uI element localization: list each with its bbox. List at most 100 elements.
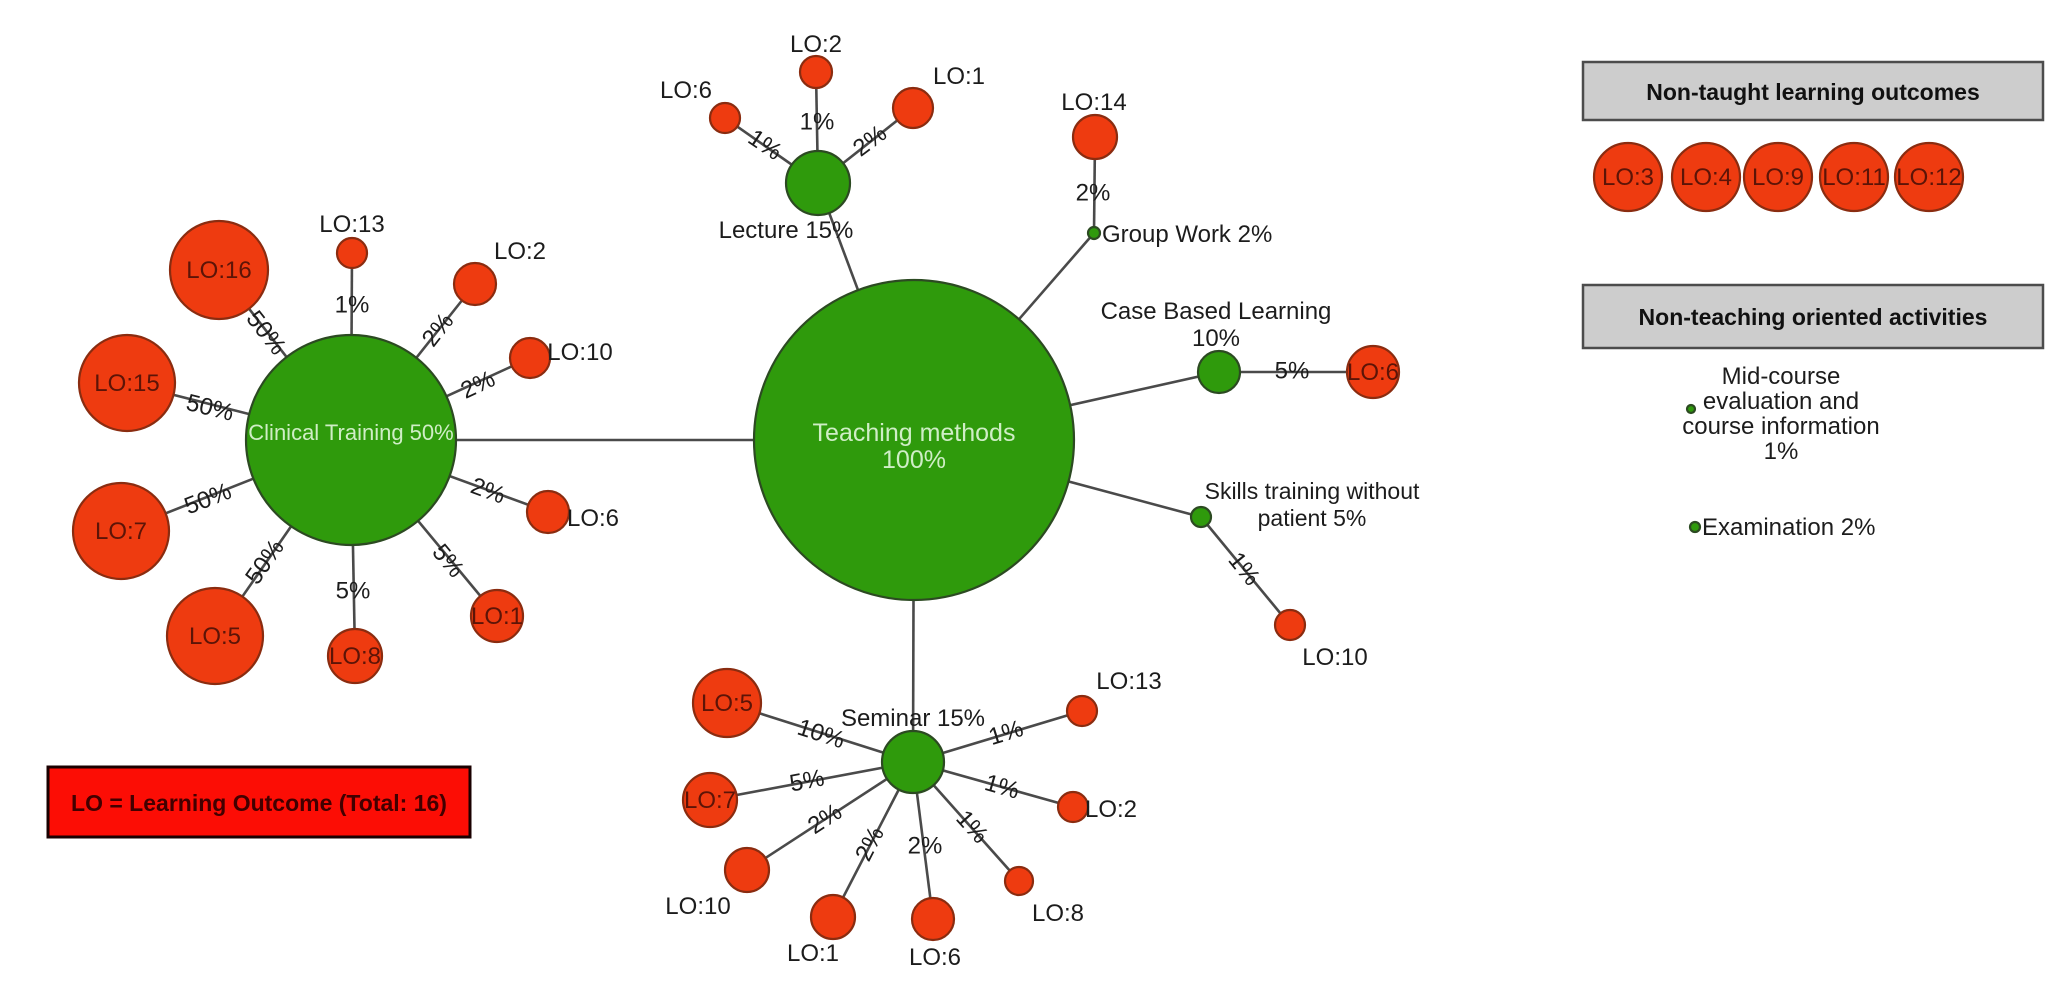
- label-cl-lo5: LO:5: [189, 623, 241, 650]
- node-cl-lo2: [452, 261, 498, 307]
- legend-text: LO = Learning Outcome (Total: 16): [71, 790, 447, 816]
- edge-label-lecture-lec-lo6: 1%: [743, 124, 787, 166]
- edge-label-clinical-cl-lo5: 50%: [240, 535, 290, 590]
- node-nt-lo11: [1818, 141, 1890, 213]
- node-clinical: [244, 333, 458, 547]
- label-sem-lo1: LO:1: [787, 940, 839, 967]
- node-gw-lo14: [1071, 113, 1119, 161]
- label-sem-lo8: LO:8: [1032, 900, 1084, 927]
- node-cl-lo8: [326, 627, 384, 685]
- label-gw-lo14: LO:14: [1061, 89, 1126, 116]
- label-casebased: Case Based Learning 10%: [1101, 298, 1332, 352]
- label-nt-lo9: LO:9: [1752, 164, 1804, 191]
- node-nt-lo4: [1670, 141, 1742, 213]
- node-lecture: [784, 149, 852, 217]
- legend-box: [46, 765, 472, 839]
- node-sem-lo7: [681, 771, 739, 829]
- edge-skills-sk-lo10: [1199, 516, 1292, 626]
- node-lec-lo2: [798, 54, 834, 90]
- edge-label-skills-sk-lo10: 1%: [1223, 547, 1266, 591]
- label-nt-lo12: LO:12: [1896, 164, 1961, 191]
- node-sem-lo6: [910, 896, 956, 942]
- node-casebased: [1196, 349, 1242, 395]
- label-nt-lo11: LO:11: [1822, 164, 1886, 191]
- node-cl-lo6: [525, 489, 571, 535]
- node-sem-lo10: [723, 846, 771, 894]
- edge-seminar-sem-lo10: [746, 760, 914, 872]
- edge-label-clinical-cl-lo2: 2%: [417, 308, 460, 352]
- node-seminar: [880, 729, 946, 795]
- edge-label-clinical-cl-lo15: 50%: [183, 389, 236, 427]
- edge-label-casebased-cb-lo6: 5%: [1275, 358, 1310, 385]
- edge-label-lecture-lec-lo1: 2%: [848, 120, 892, 162]
- label-lec-lo1: LO:1: [933, 63, 985, 90]
- edge-seminar-sem-lo7: [709, 760, 914, 802]
- label-seminar: Seminar 15%: [841, 705, 985, 732]
- node-examination: [1688, 520, 1702, 534]
- node-cl-lo16: [168, 219, 270, 321]
- label-sem-lo6: LO:6: [909, 944, 961, 971]
- label-nt-lo3: LO:3: [1602, 164, 1654, 191]
- node-cl-lo13: [335, 236, 369, 270]
- edge-label-lecture-lec-lo2: 1%: [800, 109, 835, 136]
- label-skills: Skills training without patient 5%: [1205, 478, 1420, 531]
- label-sem-lo2: LO:2: [1085, 796, 1137, 823]
- node-teaching: [752, 278, 1076, 602]
- label-cl-lo10: LO:10: [547, 339, 612, 366]
- node-sem-lo2: [1056, 790, 1090, 824]
- node-sk-lo10: [1273, 608, 1307, 642]
- label-sem-lo5: LO:5: [701, 690, 753, 717]
- label-sem-lo10: LO:10: [665, 893, 730, 920]
- node-nt-lo3: [1592, 141, 1664, 213]
- label-lec-lo6: LO:6: [660, 77, 712, 104]
- label-cl-lo15: LO:15: [94, 370, 159, 397]
- edge-label-clinical-cl-lo8: 5%: [336, 578, 371, 605]
- label-cl-lo16: LO:16: [186, 257, 251, 284]
- label-cl-lo7: LO:7: [95, 518, 147, 545]
- label-cl-lo6: LO:6: [567, 505, 619, 532]
- label-cl-lo2: LO:2: [494, 238, 546, 265]
- node-cl-lo10: [508, 336, 552, 380]
- node-sem-lo13: [1065, 694, 1099, 728]
- label-sem-lo13: LO:13: [1096, 668, 1161, 695]
- edge-label-seminar-sem-lo1: 2%: [850, 822, 890, 865]
- label-groupwork: Group Work 2%: [1102, 221, 1272, 248]
- node-lec-lo1: [891, 86, 935, 130]
- edge-label-seminar-sem-lo6: 2%: [908, 833, 943, 860]
- edge-label-seminar-sem-lo7: 5%: [787, 764, 826, 797]
- node-lec-lo6: [708, 101, 742, 135]
- label-examination: Examination 2%: [1702, 514, 1875, 541]
- node-cb-lo6: [1345, 344, 1401, 400]
- labels-layer: Teaching methods 100% Clinical Training 50…: [94, 31, 1961, 971]
- label-cl-lo13: LO:13: [319, 211, 384, 238]
- label-teaching: Teaching methods 100%: [813, 419, 1016, 474]
- label-clinical: Clinical Training 50%: [248, 420, 453, 445]
- node-nt-lo12: [1893, 141, 1965, 213]
- edge-label-clinical-cl-lo10: 2%: [457, 365, 500, 404]
- label-cl-lo8: LO:8: [329, 643, 381, 670]
- edge-label-clinical-cl-lo13: 1%: [335, 292, 370, 319]
- node-cl-lo1: [469, 588, 525, 644]
- node-groupwork: [1086, 225, 1102, 241]
- edge-label-seminar-sem-lo13: 1%: [985, 715, 1026, 751]
- edge-label-clinical-cl-lo6: 2%: [467, 472, 509, 509]
- node-cl-lo15: [77, 333, 177, 433]
- node-midcourse: [1685, 403, 1697, 415]
- node-sem-lo5: [691, 667, 763, 739]
- node-skills: [1189, 505, 1213, 529]
- label-nt-lo4: LO:4: [1680, 164, 1732, 191]
- non-taught-header-title: Non-taught learning outcomes: [1646, 79, 1980, 105]
- node-nt-lo9: [1742, 141, 1814, 213]
- nodes-layer: [71, 54, 1965, 942]
- label-midcourse: Mid-course evaluation and course informati…: [1682, 363, 1879, 465]
- label-sk-lo10: LO:10: [1302, 644, 1367, 671]
- label-cl-lo1: LO:1: [471, 603, 523, 630]
- edge-label-clinical-cl-lo7: 50%: [181, 478, 236, 520]
- edge-label-groupwork-gw-lo14: 2%: [1076, 180, 1111, 207]
- label-cb-lo6: LO:6: [1347, 359, 1399, 386]
- label-sem-lo7: LO:7: [684, 787, 736, 814]
- edge-label-seminar-sem-lo10: 2%: [803, 798, 847, 840]
- node-cl-lo5: [165, 586, 265, 686]
